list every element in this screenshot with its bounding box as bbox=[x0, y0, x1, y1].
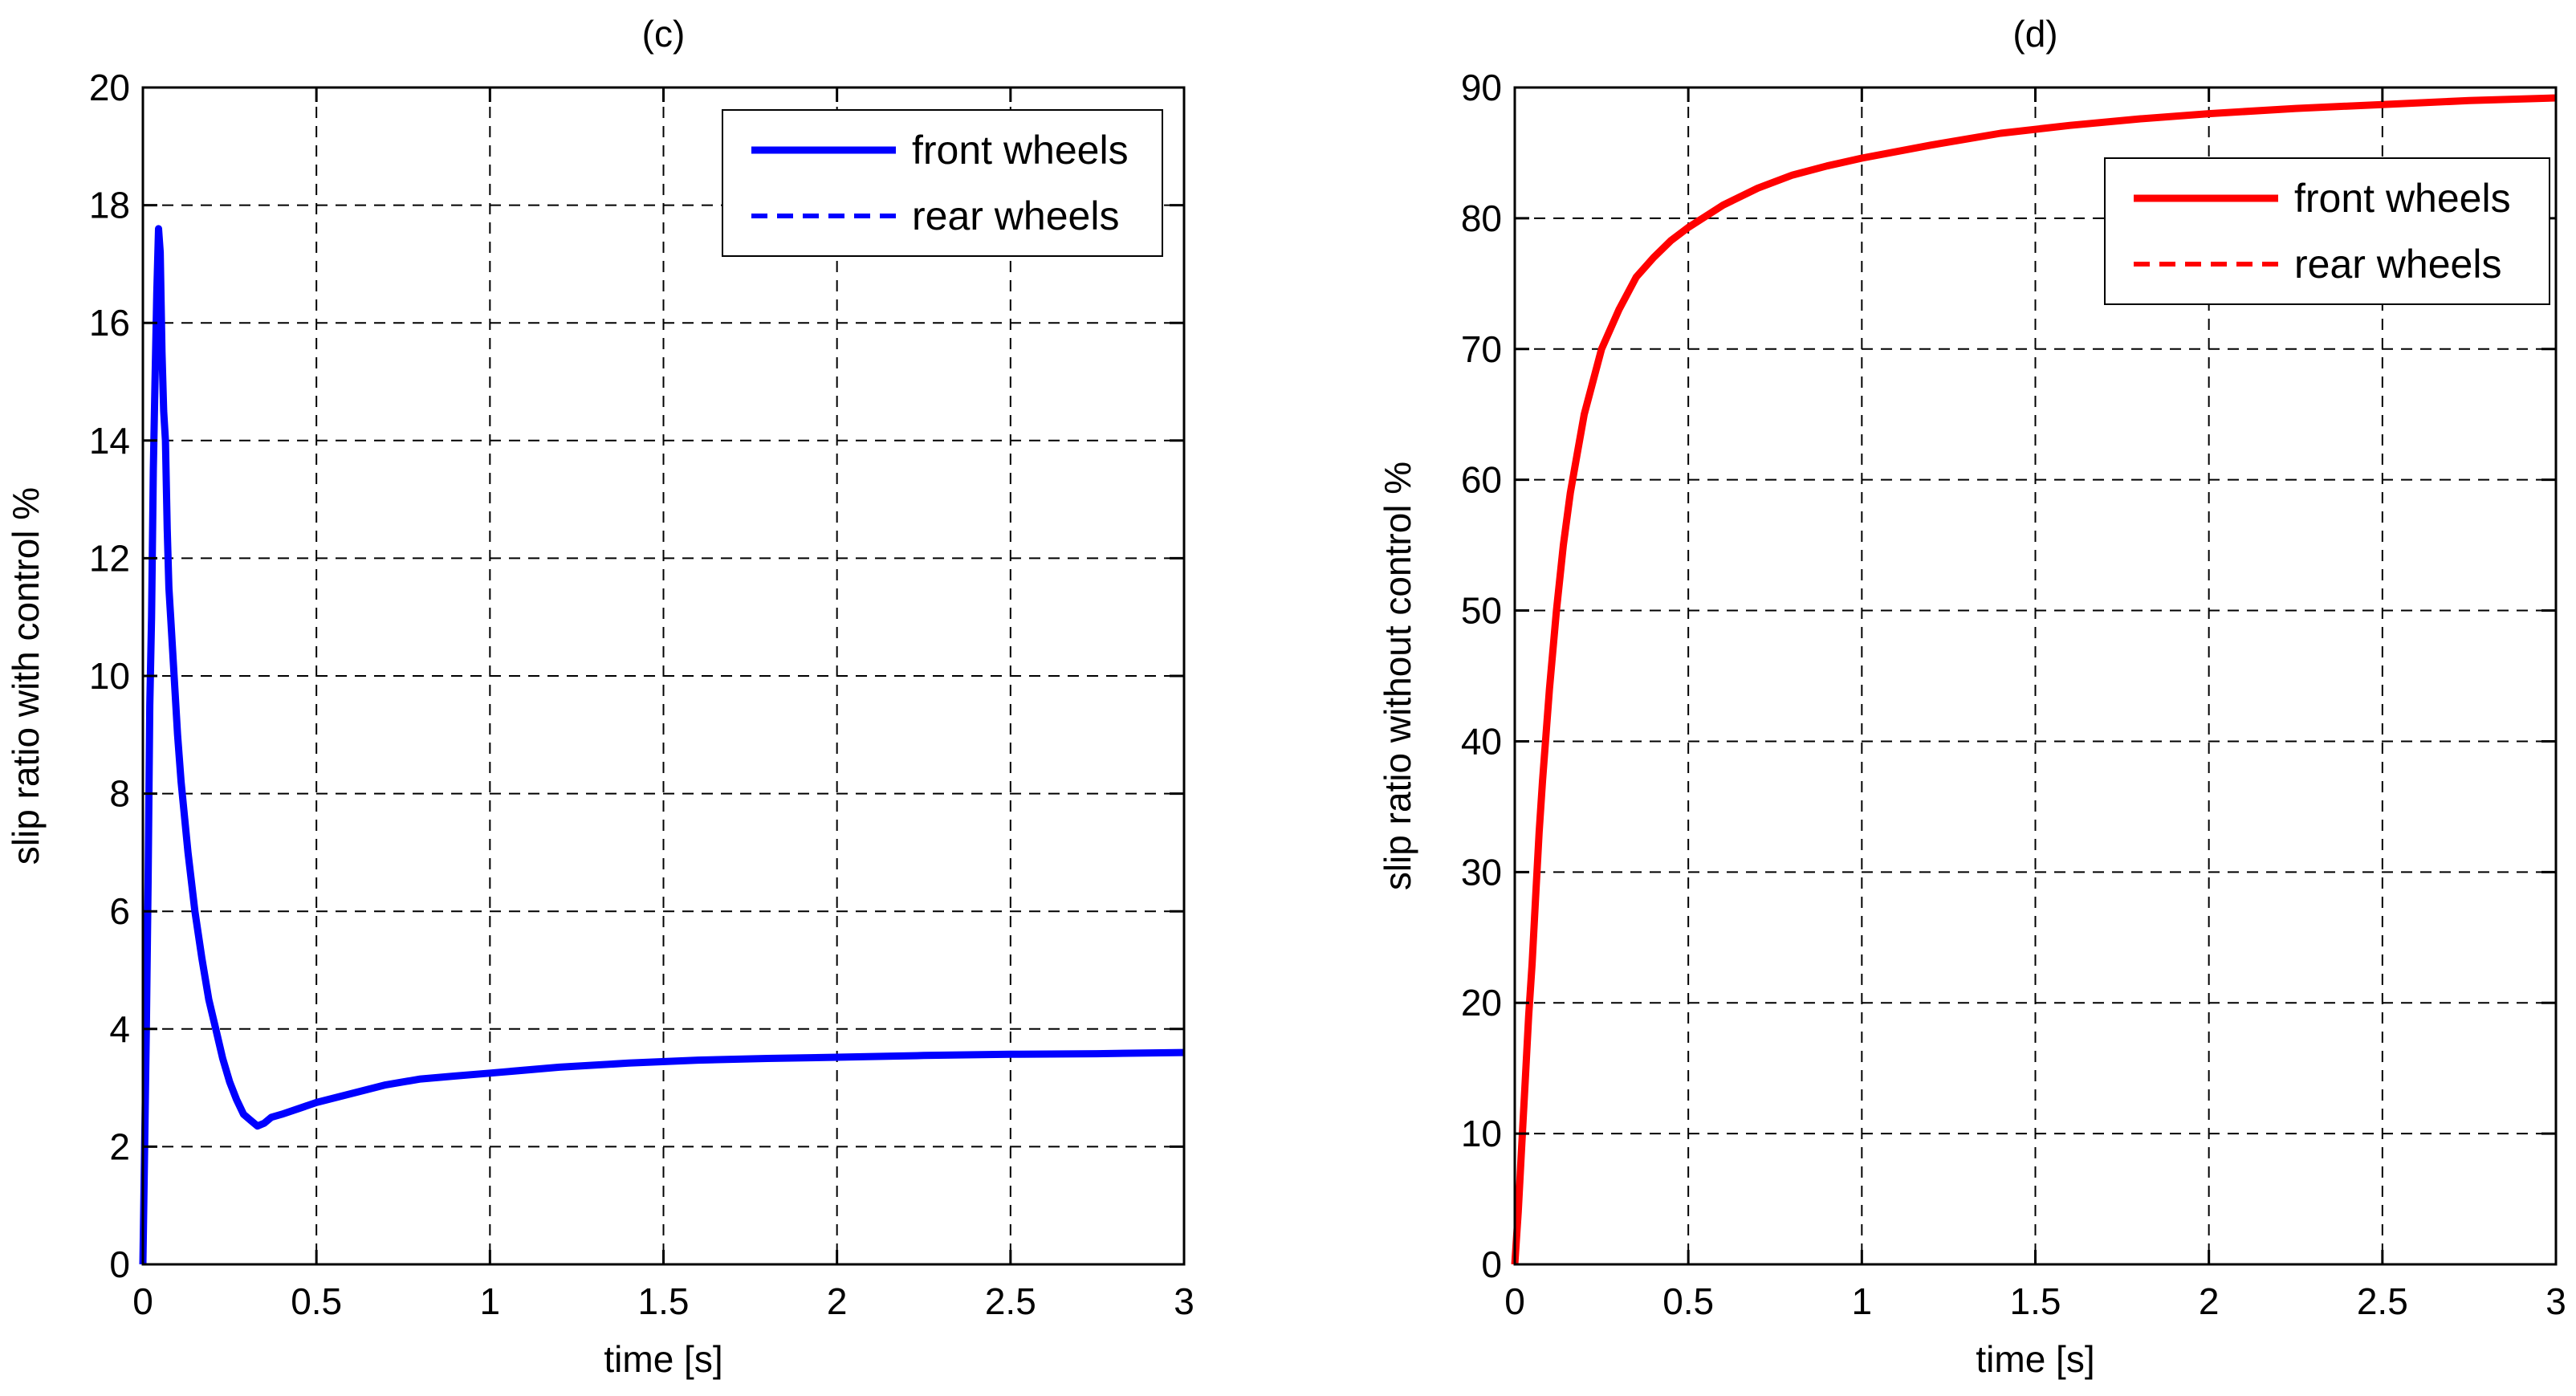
y-tick-label: 90 bbox=[1461, 67, 1502, 108]
series-line-rear-wheels bbox=[1512, 96, 2557, 1265]
x-tick-label: 1.5 bbox=[638, 1280, 690, 1322]
y-tick-label: 0 bbox=[109, 1243, 130, 1285]
chart-c: 0 0.5 1 1.5 2 2.5 3 0 2 4 6 8 10 12 14 16 18 20 (c) time [s… bbox=[5, 13, 1194, 1380]
y-tick-label: 70 bbox=[1461, 328, 1502, 370]
y-tick-label: 80 bbox=[1461, 197, 1502, 239]
y-tick-label: 18 bbox=[89, 185, 130, 226]
y-tick-label: 60 bbox=[1461, 459, 1502, 501]
y-tick-label: 2 bbox=[109, 1125, 130, 1167]
y-tick-label: 10 bbox=[1461, 1113, 1502, 1154]
chart-d: 0 0.5 1 1.5 2 2.5 30102030405060708090(d)time … bbox=[1377, 13, 2566, 1380]
y-tick-label: 30 bbox=[1461, 851, 1502, 893]
y-tick-label: 20 bbox=[1461, 982, 1502, 1024]
legend-box bbox=[2104, 157, 2550, 305]
series-line-rear-wheels bbox=[140, 226, 1185, 1265]
y-tick-label: 4 bbox=[109, 1008, 130, 1050]
y-tick-label: 20 bbox=[89, 67, 130, 108]
legend-label-rear-wheels: rear wheels bbox=[2294, 242, 2501, 287]
y-tick-label: 50 bbox=[1461, 590, 1502, 632]
y-tick-label: 10 bbox=[89, 655, 130, 697]
y-axis-label: slip ratio without control % bbox=[1377, 462, 1418, 890]
y-tick-label: 40 bbox=[1461, 720, 1502, 762]
x-tick-label: 2 bbox=[827, 1280, 848, 1322]
legend-label-rear-wheels: rear wheels bbox=[912, 193, 1119, 238]
y-tick-label: 8 bbox=[109, 773, 130, 815]
x-tick-label: 0 bbox=[132, 1280, 153, 1322]
x-tick-label: 2.5 bbox=[2357, 1280, 2408, 1322]
y-tick-label: 6 bbox=[109, 890, 130, 932]
x-tick-label: 0.5 bbox=[291, 1280, 342, 1322]
y-tick-label: 12 bbox=[89, 537, 130, 579]
chart-title: (c) bbox=[642, 13, 686, 55]
y-tick-label: 0 bbox=[1481, 1243, 1502, 1285]
x-tick-label: 1.5 bbox=[2010, 1280, 2061, 1322]
x-tick-label: 3 bbox=[1174, 1280, 1194, 1322]
x-axis-label: time [s] bbox=[1976, 1338, 2094, 1380]
x-tick-label: 3 bbox=[2545, 1280, 2566, 1322]
x-tick-label: 0 bbox=[1504, 1280, 1525, 1322]
y-axis-label: slip ratio with control % bbox=[5, 487, 47, 865]
x-tick-label: 1 bbox=[480, 1280, 501, 1322]
y-tick-label: 14 bbox=[89, 420, 130, 462]
x-tick-label: 0.5 bbox=[1662, 1280, 1714, 1322]
legend-label-front-wheels: front wheels bbox=[2294, 176, 2511, 221]
y-tick-label: 16 bbox=[89, 302, 130, 344]
chart-title: (d) bbox=[2012, 13, 2057, 55]
x-axis-label: time [s] bbox=[604, 1338, 722, 1380]
legend-box bbox=[722, 109, 1163, 257]
x-tick-label: 1 bbox=[1852, 1280, 1873, 1322]
x-tick-label: 2.5 bbox=[985, 1280, 1036, 1322]
legend-label-front-wheels: front wheels bbox=[912, 128, 1129, 173]
x-tick-label: 2 bbox=[2199, 1280, 2220, 1322]
